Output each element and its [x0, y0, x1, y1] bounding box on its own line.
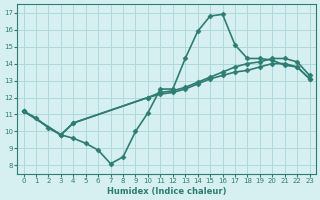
X-axis label: Humidex (Indice chaleur): Humidex (Indice chaleur) — [107, 187, 226, 196]
